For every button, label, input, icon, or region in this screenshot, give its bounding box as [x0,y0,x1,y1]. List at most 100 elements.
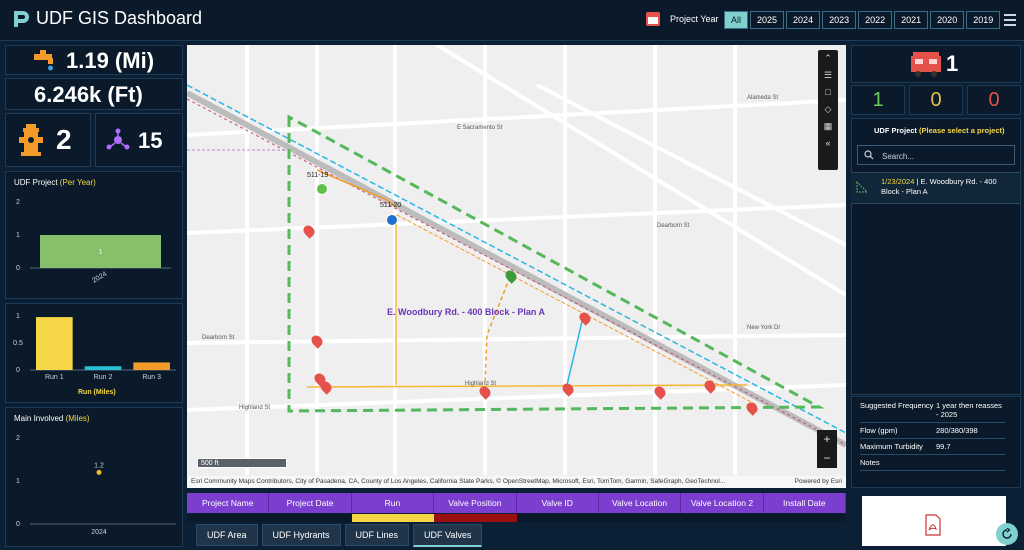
x-tick-label: 2024 [91,271,108,285]
collapse-left-icon[interactable]: « [825,138,831,148]
bar[interactable] [40,235,161,268]
project-item-text: 1/23/2024 | E. Woodbury Rd. - 400 Block … [881,177,997,196]
run-bar-chart: 1 0.5 0 Run 1 Run 2 Run 3 [13,313,176,381]
x-tick-label: Run 3 [142,374,161,381]
zoom-controls: + − [817,430,837,468]
street-label: E Sacramento St [457,125,503,131]
collapse-up-icon[interactable]: ⌃ [824,53,832,63]
data-point[interactable] [96,469,102,475]
valve-marker-label: 511-20 [380,202,402,209]
network-nodes-icon [106,128,130,150]
truck-count: 1 [946,51,959,76]
x-tick-label: Run 2 [94,374,113,381]
bar[interactable] [36,317,73,370]
project-year-label: Project Year [670,14,719,24]
layer-tab[interactable]: UDF Valves [413,524,483,547]
project-info-table: Suggested Frequency 1 year then reasses -… [860,398,1005,471]
layer-tabs: UDF Area UDF Hydrants UDF Lines UDF Valves [196,524,486,547]
project-list-header: UDF Project (Please select a project) [874,126,1005,135]
year-tab-2022[interactable]: 2022 [858,11,893,29]
feet-panel: 6.246k (Ft) [5,78,183,110]
search-input[interactable] [880,148,1012,164]
street-label: Highland St [239,405,271,411]
calendar-icon [646,12,660,26]
column-header[interactable]: Valve ID [516,493,599,513]
main-involved-panel: Main Involved (Miles) 2 1 0 1.2 2024 [5,407,183,547]
column-header[interactable]: Valve Location [598,493,682,513]
miles-value: 1.19 (Mi) [66,48,155,73]
street-label: Dearborn St [202,335,235,341]
year-tab-2020[interactable]: 2020 [930,11,965,29]
bookmark-icon[interactable]: □ [825,87,831,97]
column-header[interactable]: Valve Position [434,493,517,513]
year-tab-2025[interactable]: 2025 [750,11,785,29]
year-tab-2023[interactable]: 2023 [822,11,857,29]
run-chart-xlabel: Run (Miles) [78,389,116,396]
map-view[interactable]: E Sacramento St Alameda St Dearborn St D… [187,45,846,488]
year-tab-2021[interactable]: 2021 [894,11,929,29]
pdf-icon [925,514,941,536]
map-canvas[interactable] [187,45,846,488]
year-tab-2024[interactable]: 2024 [786,11,821,29]
column-header[interactable]: Run [351,493,435,513]
map-attribution: Esri Community Maps Contributors, City o… [187,476,846,488]
valve-table-header: Project Name Project Date Run Valve Positio… [187,493,846,513]
info-value: 99.7 [936,442,951,451]
menu-icon[interactable] [1004,14,1016,29]
column-header[interactable]: Install Date [763,493,846,513]
miles-panel: 1.19 (Mi) [5,45,183,75]
point-data-label: 1.2 [94,462,104,469]
bar-data-label: 1 [99,250,103,256]
y-tick-label: 1 [16,232,20,239]
project-info-panel [851,396,1021,488]
project-list-item[interactable]: 1/23/2024 | E. Woodbury Rd. - 400 Block … [851,172,1020,204]
street-label: Dearborn St [657,223,690,229]
column-header[interactable]: Valve Location 2 [681,493,764,513]
x-tick-label: Run 1 [45,374,64,381]
y-tick-label: 2 [16,435,20,442]
feet-value: 6.246k (Ft) [34,82,143,107]
layer-tab[interactable]: UDF Area [196,524,258,546]
layers-icon[interactable]: ◇ [824,104,832,114]
street-label: Alameda St [747,95,779,101]
search-icon [864,150,874,160]
run-chart-panel: 1 0.5 0 Run 1 Run 2 Run 3 Run (Miles) [5,303,183,403]
valve-marker[interactable] [316,183,328,195]
y-tick-label: 0 [16,265,20,272]
layer-tab[interactable]: UDF Hydrants [261,524,341,546]
year-tab-2019[interactable]: 2019 [966,11,1001,29]
udf-project-chart-panel: UDF Project (Per Year) 2 1 0 1 2024 [5,171,183,299]
y-tick-label: 2 [16,199,20,206]
list-icon[interactable]: ☰ [823,70,833,80]
y-tick-label: 1 [16,313,20,320]
bar[interactable] [84,366,122,370]
refresh-button[interactable] [996,523,1018,545]
column-header[interactable]: Project Name [187,493,270,513]
info-row: Suggested Frequency 1 year then reasses -… [860,398,1005,423]
info-row: Notes [860,455,1005,471]
chart-title: Main Involved (Miles) [14,414,90,423]
info-value [936,458,1005,467]
info-key: Suggested Frequency [860,401,934,410]
year-filter: All 2025 2024 2023 2022 2021 2020 2019 [724,11,1002,29]
faucet-icon [34,50,53,71]
polygon-icon [856,181,868,193]
count-red: 0 [967,85,1021,115]
run-color-strip [187,514,846,522]
project-search[interactable] [857,145,1015,165]
year-tab-all[interactable]: All [724,11,749,29]
layer-tab[interactable]: UDF Lines [344,524,410,546]
info-key: Maximum Turbidity [860,442,923,451]
column-header[interactable]: Project Date [269,493,352,513]
x-tick-label: 2024 [91,529,107,536]
y-tick-label: 1 [16,478,20,485]
bar[interactable] [133,362,170,370]
valve-marker[interactable] [386,214,398,226]
zoom-in-button[interactable]: + [823,432,831,446]
qr-icon[interactable]: ▦ [823,121,833,131]
count-yellow: 0 [909,85,963,115]
zoom-out-button[interactable]: − [823,451,831,465]
info-key: Notes [860,458,880,467]
y-tick-label: 0 [16,367,20,374]
pdf-preview[interactable] [862,496,1006,546]
